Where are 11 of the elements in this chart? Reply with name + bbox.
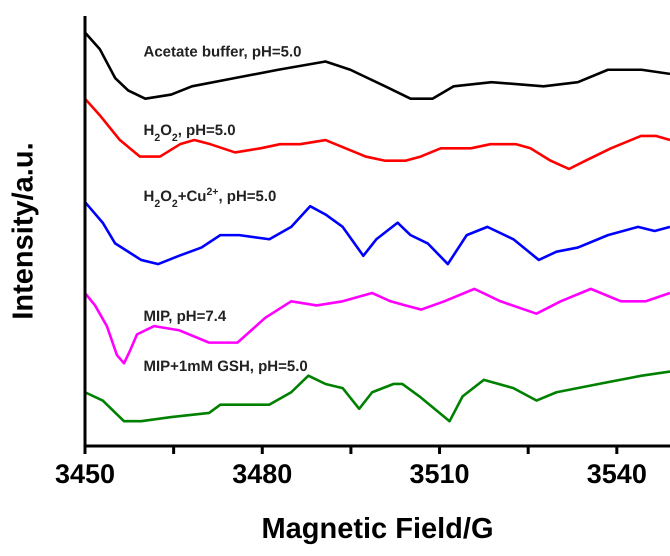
y-axis-title: Intensity/a.u.	[7, 142, 40, 320]
x-tick-label: 3450	[54, 459, 116, 490]
x-axis-title: Magnetic Field/G	[261, 513, 494, 545]
x-tick-label: 3540	[586, 459, 647, 490]
series-label: Acetate buffer, pH=5.0	[144, 44, 302, 61]
x-tick-label: 3510	[410, 459, 470, 490]
series-label: H$_{2}$O$_{2}$+Cu$^{2+}$, pH=5.0	[144, 186, 276, 210]
series-label: H$_{2}$O$_{2}$, pH=5.0	[144, 122, 236, 144]
series-label: MIP+1mM GSH, pH=5.0	[144, 358, 308, 375]
x-tick-label: 3480	[232, 459, 292, 490]
series-label: MIP, pH=7.4	[144, 308, 227, 326]
